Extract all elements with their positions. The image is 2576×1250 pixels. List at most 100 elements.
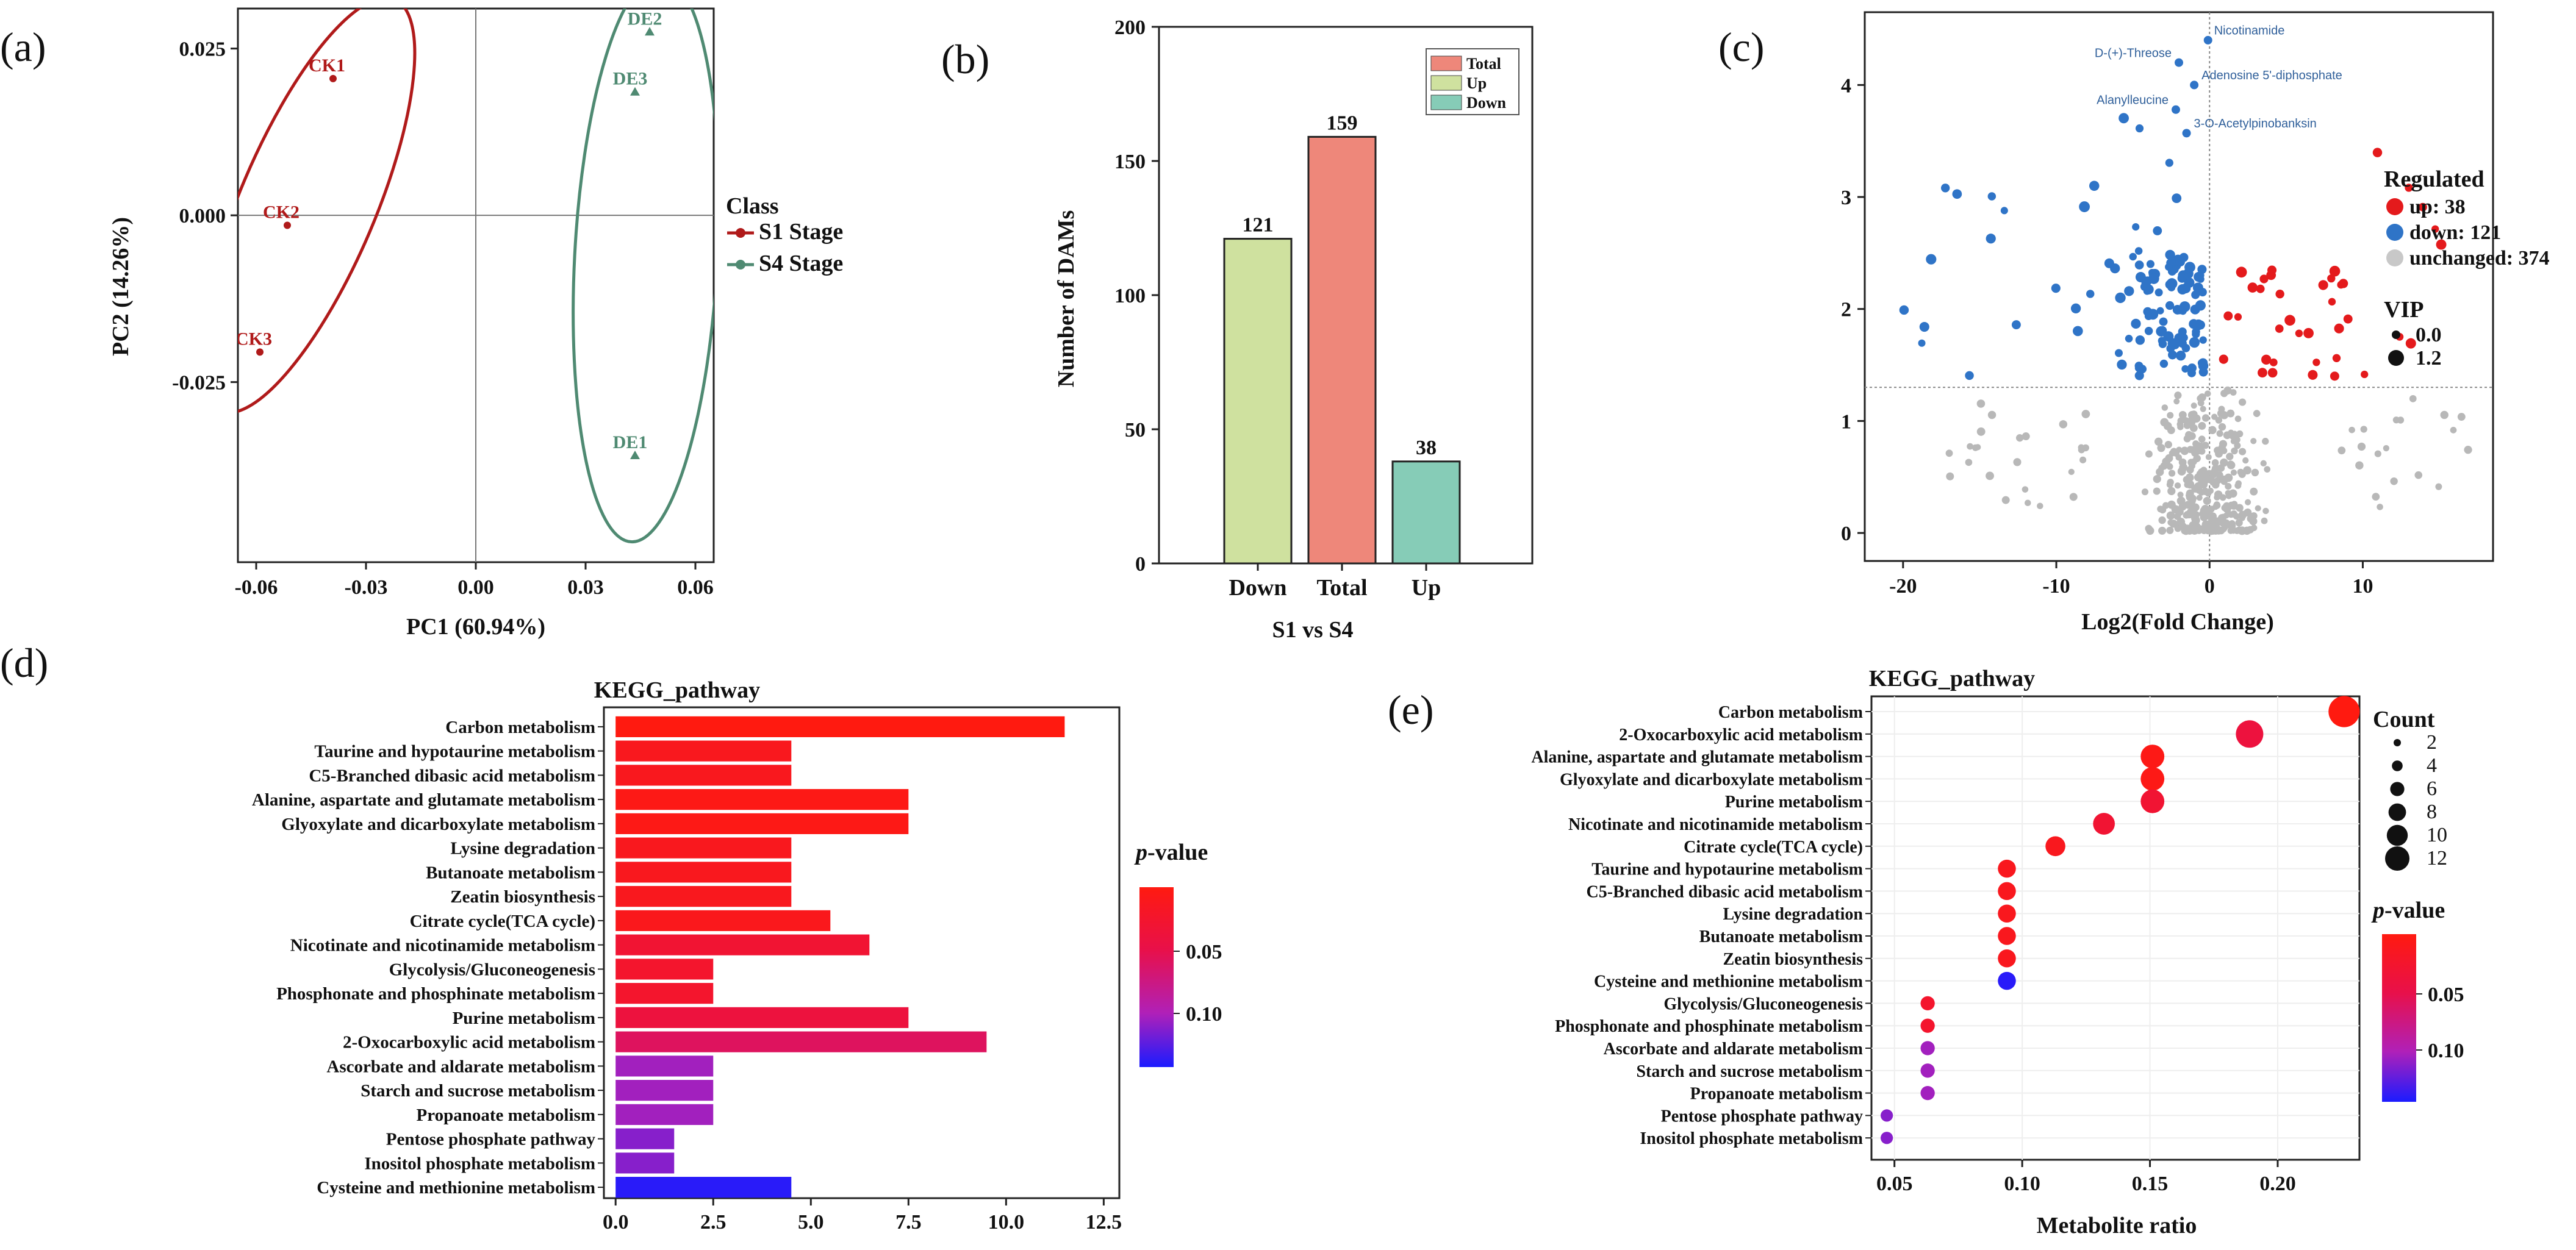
size-legend-marker xyxy=(2386,824,2408,846)
volcano-point-down xyxy=(2129,252,2137,261)
volcano-point-unchanged xyxy=(2198,435,2206,443)
legend-entry: Total xyxy=(1466,55,1501,73)
volcano-point-down xyxy=(2165,301,2175,310)
volcano-point-unchanged xyxy=(2251,468,2259,477)
volcano-point-unchanged xyxy=(2360,426,2367,433)
point-label: DE3 xyxy=(613,69,648,89)
bar-value-label: 38 xyxy=(1416,437,1437,459)
bubble xyxy=(1920,1041,1935,1055)
volcano-point-down xyxy=(2158,337,2166,345)
volcano-point-unchanged xyxy=(2230,389,2237,396)
legend-marker xyxy=(2386,198,2403,215)
volcano-point-down xyxy=(2184,262,2195,273)
volcano-point-unchanged xyxy=(2261,517,2268,524)
volcano-point-unchanged xyxy=(2228,501,2235,509)
volcano-point-down xyxy=(2147,309,2159,320)
pathway-label: Butanoate metabolism xyxy=(1699,927,1863,946)
bubble xyxy=(1998,859,2016,878)
volcano-point-down xyxy=(2146,260,2154,268)
bar xyxy=(615,740,792,762)
volcano-point-down xyxy=(2198,367,2208,377)
volcano-point-down xyxy=(2190,304,2200,315)
pathway-label: Inositol phosphate metabolism xyxy=(1640,1129,1863,1148)
volcano-point-down xyxy=(2086,290,2095,298)
volcano-point-unchanged xyxy=(2212,480,2220,489)
volcano-point-down xyxy=(2159,359,2169,368)
bubble xyxy=(1881,1132,1893,1145)
size-legend-title: Count xyxy=(2373,707,2435,732)
volcano-point-down xyxy=(2175,257,2185,267)
volcano-point-unchanged xyxy=(2177,423,2184,430)
volcano-point-unchanged xyxy=(2435,483,2442,490)
volcano-point-unchanged xyxy=(2208,512,2215,520)
pathway-label: C5-Branched dibasic acid metabolism xyxy=(309,766,595,785)
volcano-point-unchanged xyxy=(2153,487,2161,495)
volcano-point-unchanged xyxy=(2250,438,2257,445)
bubble xyxy=(2328,696,2360,727)
volcano-point-up xyxy=(2334,323,2344,334)
volcano-point-unchanged xyxy=(1976,427,1986,436)
volcano-point-unchanged xyxy=(2235,519,2243,527)
volcano-point-unchanged xyxy=(2208,426,2217,434)
volcano-point-unchanged xyxy=(2205,454,2212,460)
volcano-point-unchanged xyxy=(2234,415,2242,423)
size-legend-marker xyxy=(2394,739,2401,746)
volcano-point-down xyxy=(2179,307,2187,315)
x-tick-label: 0.00 xyxy=(457,576,494,599)
volcano-point-unchanged xyxy=(2024,499,2031,507)
panel-a-label: (a) xyxy=(0,24,46,70)
point-label: CK1 xyxy=(309,55,345,76)
panel-e-label: (e) xyxy=(1388,687,1433,733)
volcano-point-down xyxy=(1940,184,1950,193)
volcano-point-unchanged xyxy=(1967,443,1973,450)
pathway-label: Lysine degradation xyxy=(1723,905,1864,924)
panel-e-kegg-bubble: (e) KEGG_pathway Carbon metabolism 2-Oxoc… xyxy=(1388,666,2464,1238)
panel-a-legend: Class S1 Stage S4 Stage xyxy=(726,193,843,276)
pathway-label: Alanine, aspartate and glutamate metabol… xyxy=(1531,748,1863,767)
volcano-point-unchanged xyxy=(2215,471,2223,479)
y-tick-label: 0 xyxy=(1841,523,1851,545)
size-legend-entry: 8 xyxy=(2427,801,2437,823)
volcano-point-unchanged xyxy=(2200,405,2206,412)
volcano-point-unchanged xyxy=(2203,474,2211,482)
volcano-point-unchanged xyxy=(2174,391,2182,399)
volcano-point-unchanged xyxy=(2246,526,2255,534)
volcano-point-unchanged xyxy=(2239,448,2247,455)
volcano-point-unchanged xyxy=(2068,468,2075,475)
x-tick-label: Down xyxy=(1229,575,1286,601)
legend-swatch xyxy=(1430,95,1462,110)
legend-marker xyxy=(736,260,745,270)
volcano-point-unchanged xyxy=(2211,413,2218,420)
pathway-label: Taurine and hypotaurine metabolism xyxy=(314,742,595,762)
volcano-point-down xyxy=(2181,365,2189,373)
volcano-point-up xyxy=(2223,311,2233,321)
volcano-point-unchanged xyxy=(2179,463,2188,472)
volcano-point-down xyxy=(2134,247,2143,255)
volcano-point-unchanged xyxy=(2166,511,2175,520)
volcano-point-unchanged xyxy=(2184,501,2192,509)
volcano-point-up xyxy=(2338,279,2348,288)
colorbar-title: p-value xyxy=(1134,840,1208,865)
volcano-point-unchanged xyxy=(2228,522,2236,529)
volcano-point-down xyxy=(2165,159,2173,167)
data-point xyxy=(645,27,655,36)
volcano-point-unchanged xyxy=(2214,490,2223,499)
legend-entry: Down xyxy=(1466,94,1507,112)
volcano-point-down xyxy=(2000,207,2008,215)
volcano-point-unchanged xyxy=(2141,488,2149,496)
volcano-point-up xyxy=(2259,274,2269,284)
bar xyxy=(615,789,909,810)
point-label: DE1 xyxy=(613,432,648,452)
volcano-point-unchanged xyxy=(2164,440,2172,449)
volcano-point-up xyxy=(2258,368,2267,378)
volcano-point-unchanged xyxy=(2145,524,2153,532)
volcano-point-unchanged xyxy=(1965,459,1973,466)
legend-title: Class xyxy=(726,193,779,219)
size-legend-entry: 6 xyxy=(2427,777,2437,800)
volcano-point-unchanged xyxy=(2219,519,2226,526)
bubble xyxy=(2236,720,2264,748)
annotated-point xyxy=(2175,58,2183,67)
volcano-point-up xyxy=(2327,274,2336,283)
volcano-point-unchanged xyxy=(2200,466,2208,474)
volcano-point-unchanged xyxy=(2409,395,2417,402)
